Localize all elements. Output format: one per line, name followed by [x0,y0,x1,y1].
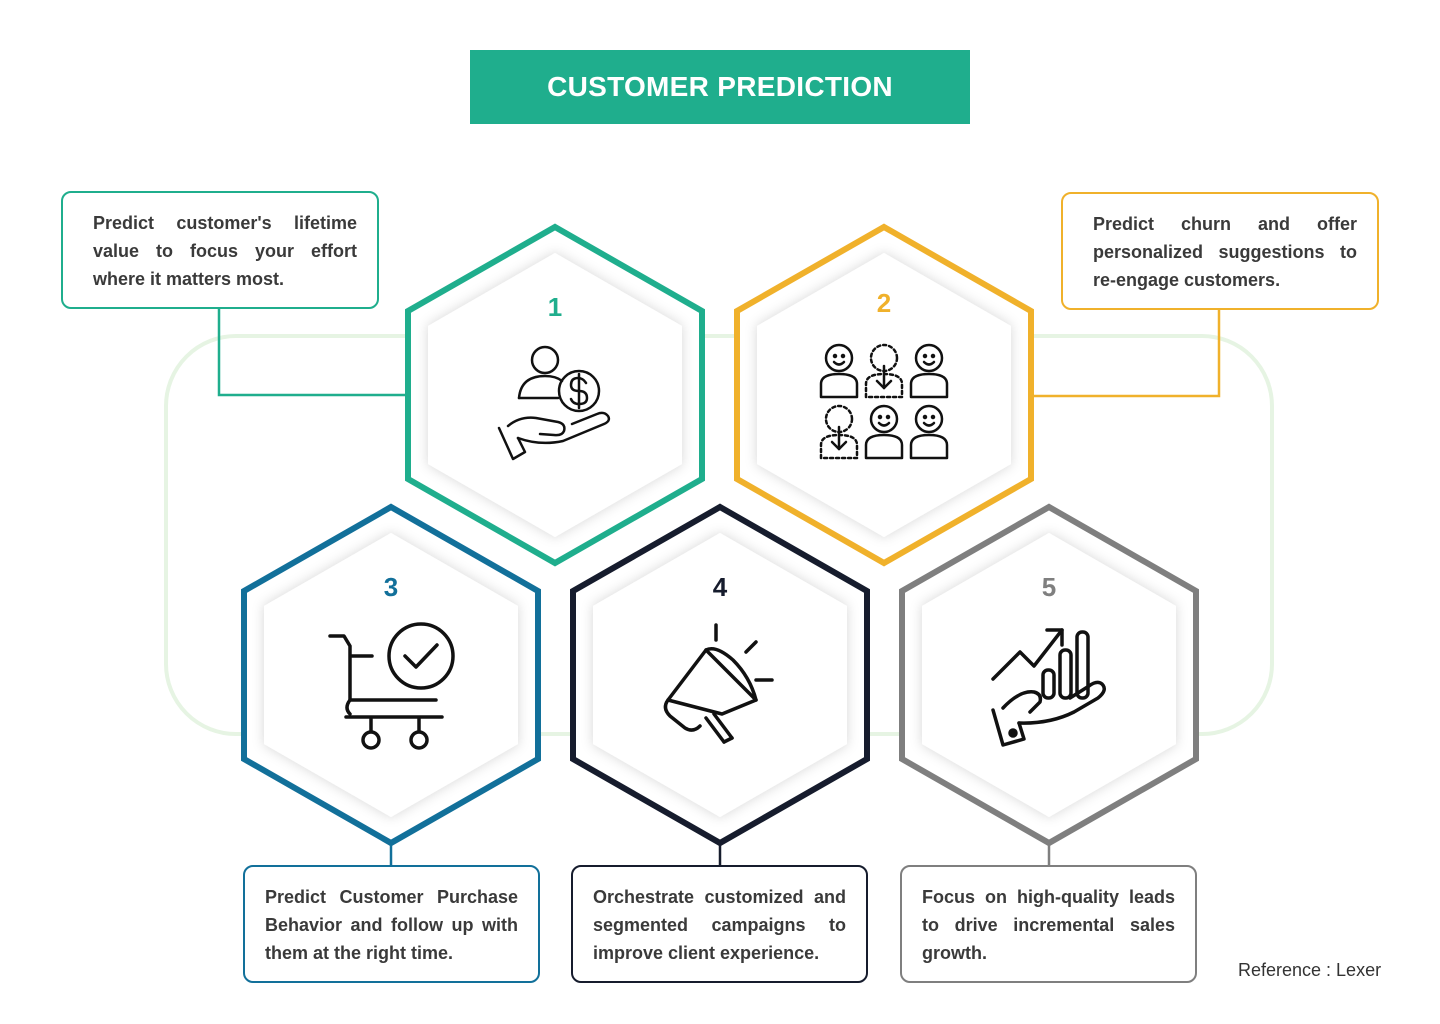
title-banner: CUSTOMER PREDICTION [470,50,970,124]
hexagon-3 [241,503,541,847]
megaphone-icon [663,623,774,744]
cart-check-icon [328,622,455,750]
step-number-5: 5 [1041,572,1057,602]
hexagon-1 [405,223,705,567]
growth-hand-icon [991,628,1106,747]
diagram-title: CUSTOMER PREDICTION [547,71,893,102]
step-description-3: Predict Customer Purchase Behavior and f… [243,865,540,983]
churn-customers-icon [819,343,949,460]
connector-2 [1030,310,1221,398]
hexagon-2 [734,223,1034,567]
step-description-4: Orchestrate customized and segmented cam… [571,865,868,983]
step-description-2: Predict churn and offer personalized sug… [1061,192,1379,310]
connector-1 [217,308,410,397]
reference-note: Reference : Lexer [1238,960,1382,980]
hexagon-4 [570,503,870,847]
hexagon-5 [899,503,1199,847]
step-number-3: 3 [383,572,399,602]
step-description-5: Focus on high-quality leads to drive inc… [900,865,1197,983]
customer-value-icon [497,345,611,461]
step-description-1: Predict customer's lifetime value to foc… [61,191,379,309]
step-number-1: 1 [547,292,563,322]
step-number-2: 2 [876,288,892,318]
step-number-4: 4 [712,572,728,602]
